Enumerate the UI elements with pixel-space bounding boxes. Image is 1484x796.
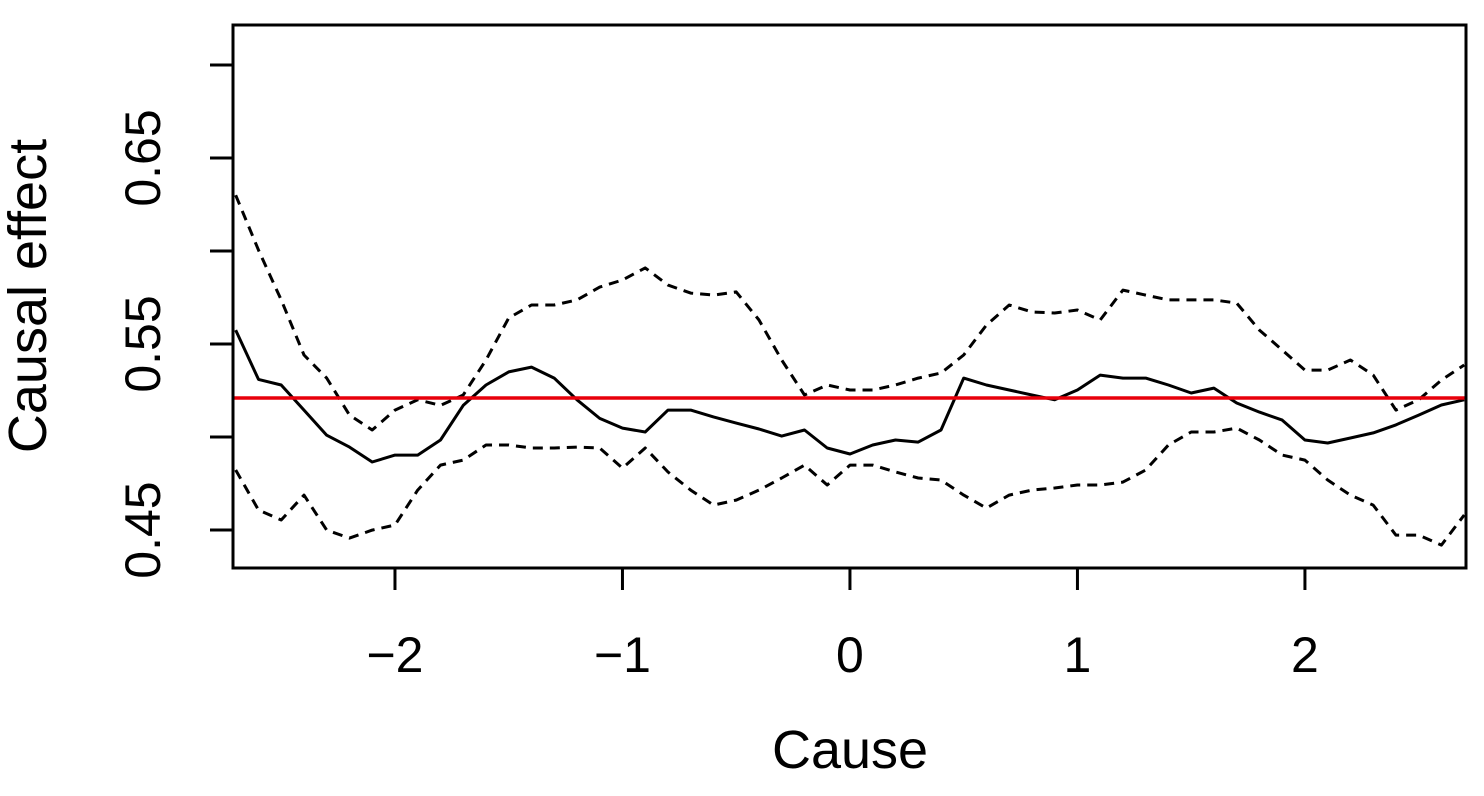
x-tick-label: 1 — [1064, 627, 1092, 683]
x-tick-label: −1 — [594, 627, 651, 683]
estimate-line — [234, 329, 1465, 464]
band-line — [234, 194, 1466, 432]
y-tick-label: 0.55 — [115, 295, 171, 392]
x-tick-label: −2 — [366, 627, 423, 683]
y-axis-label: Causal effect — [0, 139, 58, 453]
x-tick-label: 2 — [1291, 627, 1319, 683]
y-tick-label: 0.45 — [115, 481, 171, 578]
x-axis-label: Cause — [772, 720, 928, 780]
y-tick-label: 0.65 — [115, 109, 171, 206]
plot-frame — [231, 23, 1468, 570]
band-line — [234, 426, 1466, 547]
x-tick-label: 0 — [836, 627, 864, 683]
